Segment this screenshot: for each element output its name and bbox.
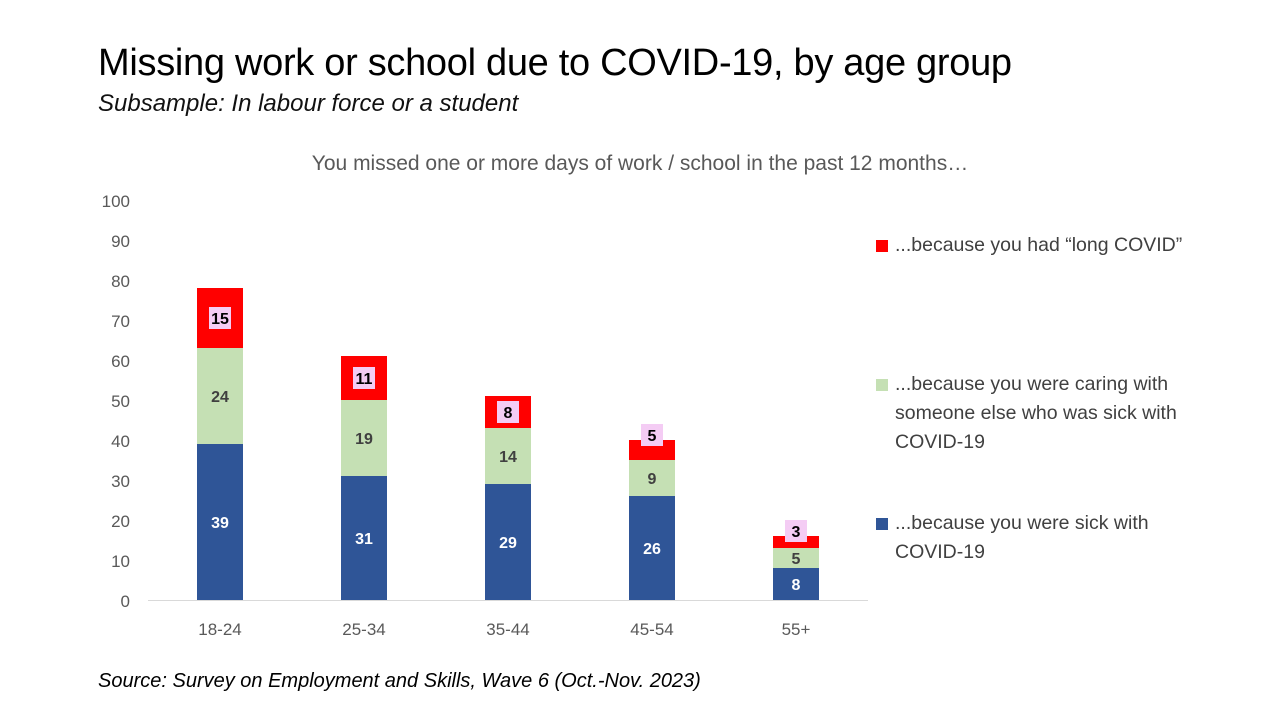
- chart-subtitle: Subsample: In labour force or a student: [98, 90, 519, 117]
- y-tick-label: 70: [111, 312, 130, 331]
- data-label: 26: [643, 541, 661, 558]
- x-tick-label: 45-54: [630, 620, 673, 639]
- bar-segment: [773, 568, 819, 600]
- legend-item-caring: ...because you were caring with someone …: [876, 370, 1206, 457]
- legend-item-sick: ...because you were sick with COVID-19: [876, 509, 1206, 567]
- legend-label-caring: ...because you were caring with someone …: [895, 373, 1177, 453]
- data-label: 19: [355, 431, 373, 448]
- x-tick-label: 35-44: [486, 620, 529, 639]
- data-label-box: [209, 307, 231, 329]
- legend-label-long-covid: ...because you had “long COVID”: [895, 234, 1183, 256]
- bar-segment: [629, 460, 675, 496]
- legend-label-sick: ...because you were sick with COVID-19: [895, 512, 1149, 563]
- data-label: 5: [648, 428, 657, 445]
- data-label: 9: [648, 471, 657, 488]
- data-label: 31: [355, 531, 373, 548]
- y-tick-label: 90: [111, 232, 130, 251]
- data-label: 39: [211, 515, 229, 532]
- data-label-box: [497, 401, 519, 423]
- bar-segment: [629, 496, 675, 600]
- legend-item-long-covid: ...because you had “long COVID”: [876, 231, 1206, 260]
- data-label: 24: [211, 389, 229, 406]
- data-label-box: [785, 520, 807, 542]
- data-label: 14: [499, 449, 517, 466]
- legend-swatch-caring: [876, 379, 888, 391]
- bar-segment: [773, 548, 819, 568]
- data-label: 5: [792, 551, 801, 568]
- bar-segment: [341, 400, 387, 476]
- y-tick-label: 20: [111, 512, 130, 531]
- legend-swatch-sick: [876, 518, 888, 530]
- data-label: 8: [504, 405, 513, 422]
- legend-swatch-long-covid: [876, 240, 888, 252]
- y-tick-label: 40: [111, 432, 130, 451]
- x-tick-label: 18-24: [198, 620, 241, 639]
- x-tick-label: 55+: [782, 620, 811, 639]
- y-tick-label: 50: [111, 392, 130, 411]
- y-tick-label: 10: [111, 552, 130, 571]
- data-label: 3: [792, 524, 801, 541]
- bar-segment: [485, 484, 531, 600]
- y-tick-label: 100: [102, 192, 130, 211]
- bar-segment: [197, 444, 243, 600]
- data-label: 8: [792, 577, 801, 594]
- bar-segment: [629, 440, 675, 460]
- bar-segment: [485, 428, 531, 484]
- data-label: 29: [499, 535, 517, 552]
- source-note: Source: Survey on Employment and Skills,…: [98, 670, 701, 692]
- y-tick-label: 60: [111, 352, 130, 371]
- chart-inner-title: You missed one or more days of work / sc…: [311, 152, 969, 175]
- bar-segment: [341, 476, 387, 600]
- y-tick-label: 80: [111, 272, 130, 291]
- x-tick-label: 25-34: [342, 620, 385, 639]
- data-label-box: [641, 424, 663, 446]
- data-label: 11: [356, 371, 373, 388]
- data-label-box: [353, 367, 375, 389]
- y-tick-label: 0: [121, 592, 130, 611]
- bar-segment: [197, 348, 243, 444]
- data-label: 15: [211, 311, 229, 328]
- chart-title-main: Missing work or school due to COVID-19, …: [98, 42, 1012, 84]
- y-tick-label: 30: [111, 472, 130, 491]
